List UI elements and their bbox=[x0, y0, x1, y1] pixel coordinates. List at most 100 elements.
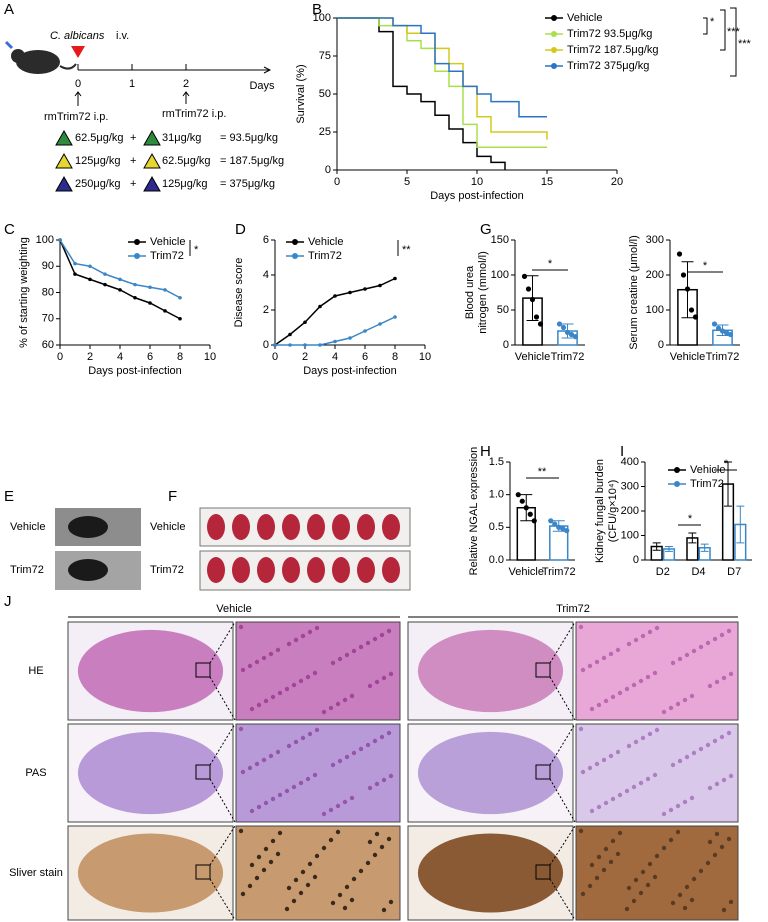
kidney bbox=[307, 514, 325, 540]
cell bbox=[633, 877, 639, 883]
cell bbox=[249, 808, 255, 814]
x-tick-label: 8 bbox=[392, 351, 398, 363]
x-tick-label: 0 bbox=[272, 351, 278, 363]
data-point bbox=[560, 324, 567, 331]
cell bbox=[682, 905, 688, 911]
cell bbox=[277, 792, 283, 798]
cell bbox=[677, 656, 683, 662]
cell bbox=[578, 726, 584, 732]
cell bbox=[721, 907, 727, 913]
cell bbox=[726, 628, 732, 634]
significance: *** bbox=[727, 26, 741, 38]
point bbox=[178, 316, 182, 321]
cell bbox=[677, 892, 683, 898]
cell bbox=[675, 701, 681, 707]
x-axis-label: Days post-infection bbox=[430, 190, 524, 202]
data-point bbox=[556, 524, 562, 530]
cell bbox=[386, 628, 392, 634]
data-point bbox=[527, 511, 533, 517]
cell bbox=[661, 811, 667, 817]
panel-letter: J bbox=[4, 593, 12, 610]
cell bbox=[337, 758, 343, 764]
cell bbox=[238, 828, 244, 834]
point bbox=[303, 320, 307, 325]
cell bbox=[238, 726, 244, 732]
point bbox=[393, 276, 397, 281]
zoom-line bbox=[209, 778, 236, 823]
cell bbox=[578, 624, 584, 630]
data-point bbox=[537, 321, 544, 327]
cell bbox=[249, 706, 255, 712]
point bbox=[318, 343, 322, 347]
cell bbox=[594, 659, 600, 665]
cell bbox=[307, 629, 313, 635]
data-point bbox=[533, 314, 540, 320]
cell bbox=[668, 837, 674, 843]
kidney bbox=[207, 557, 225, 583]
y-tick-label: 100 bbox=[621, 529, 639, 541]
cell bbox=[293, 739, 299, 745]
panel-letter: H bbox=[480, 443, 491, 460]
data-point bbox=[692, 314, 699, 320]
y-tick-label: 0.0 bbox=[489, 554, 504, 566]
x-tick-label: Trim72 bbox=[551, 351, 585, 363]
point bbox=[288, 332, 292, 337]
point bbox=[273, 343, 277, 347]
data-point bbox=[521, 273, 528, 279]
y-tick-label: 2 bbox=[263, 304, 269, 316]
cell bbox=[624, 686, 630, 692]
cell bbox=[305, 776, 311, 782]
cell bbox=[291, 898, 297, 904]
zoom-box bbox=[195, 764, 211, 780]
y-axis-label: Survival (%) bbox=[295, 64, 307, 123]
y-axis-label: Serum creatine (μmol/l) bbox=[628, 235, 640, 350]
micrograph bbox=[235, 621, 401, 721]
data-point bbox=[719, 328, 726, 334]
cell bbox=[714, 679, 720, 685]
cell bbox=[270, 694, 276, 700]
cell bbox=[254, 659, 260, 665]
legend-marker bbox=[134, 253, 140, 259]
cell bbox=[312, 670, 318, 676]
micrograph bbox=[575, 621, 739, 721]
x-tick-label: Trim72 bbox=[706, 351, 740, 363]
significance: * bbox=[703, 260, 708, 272]
cell bbox=[587, 663, 593, 669]
cell bbox=[335, 803, 341, 809]
legend-label: Trim72 bbox=[690, 478, 724, 490]
legend-label: Vehicle bbox=[567, 12, 602, 24]
cell bbox=[631, 682, 637, 688]
y-tick-label: 1.0 bbox=[489, 489, 504, 501]
kidney bbox=[382, 557, 400, 583]
x-tick-label: Vehicle bbox=[509, 566, 544, 578]
cell bbox=[388, 773, 394, 779]
cell bbox=[615, 647, 621, 653]
cell bbox=[624, 906, 630, 912]
cell bbox=[698, 868, 704, 874]
cell bbox=[344, 754, 350, 760]
cell bbox=[240, 667, 246, 673]
timeline-label: 2 bbox=[183, 78, 189, 90]
cell bbox=[263, 800, 269, 806]
point bbox=[288, 343, 292, 347]
x-tick-label: 15 bbox=[541, 176, 553, 188]
cell bbox=[691, 648, 697, 654]
data-point bbox=[684, 286, 691, 292]
point bbox=[333, 294, 337, 298]
timeline-label: 1 bbox=[129, 78, 135, 90]
cell bbox=[640, 869, 646, 875]
point bbox=[303, 343, 307, 347]
cell bbox=[631, 898, 637, 904]
photo-label: Vehicle bbox=[150, 521, 185, 533]
cell bbox=[698, 644, 704, 650]
y-tick-label: 300 bbox=[621, 480, 639, 492]
cell bbox=[374, 831, 380, 837]
x-tick-label: 5 bbox=[404, 176, 410, 188]
point bbox=[363, 287, 367, 291]
cell bbox=[705, 860, 711, 866]
cell bbox=[603, 846, 609, 852]
dose-plus: + bbox=[130, 178, 136, 190]
point bbox=[393, 315, 397, 319]
cell bbox=[314, 625, 320, 631]
cell bbox=[240, 891, 246, 897]
